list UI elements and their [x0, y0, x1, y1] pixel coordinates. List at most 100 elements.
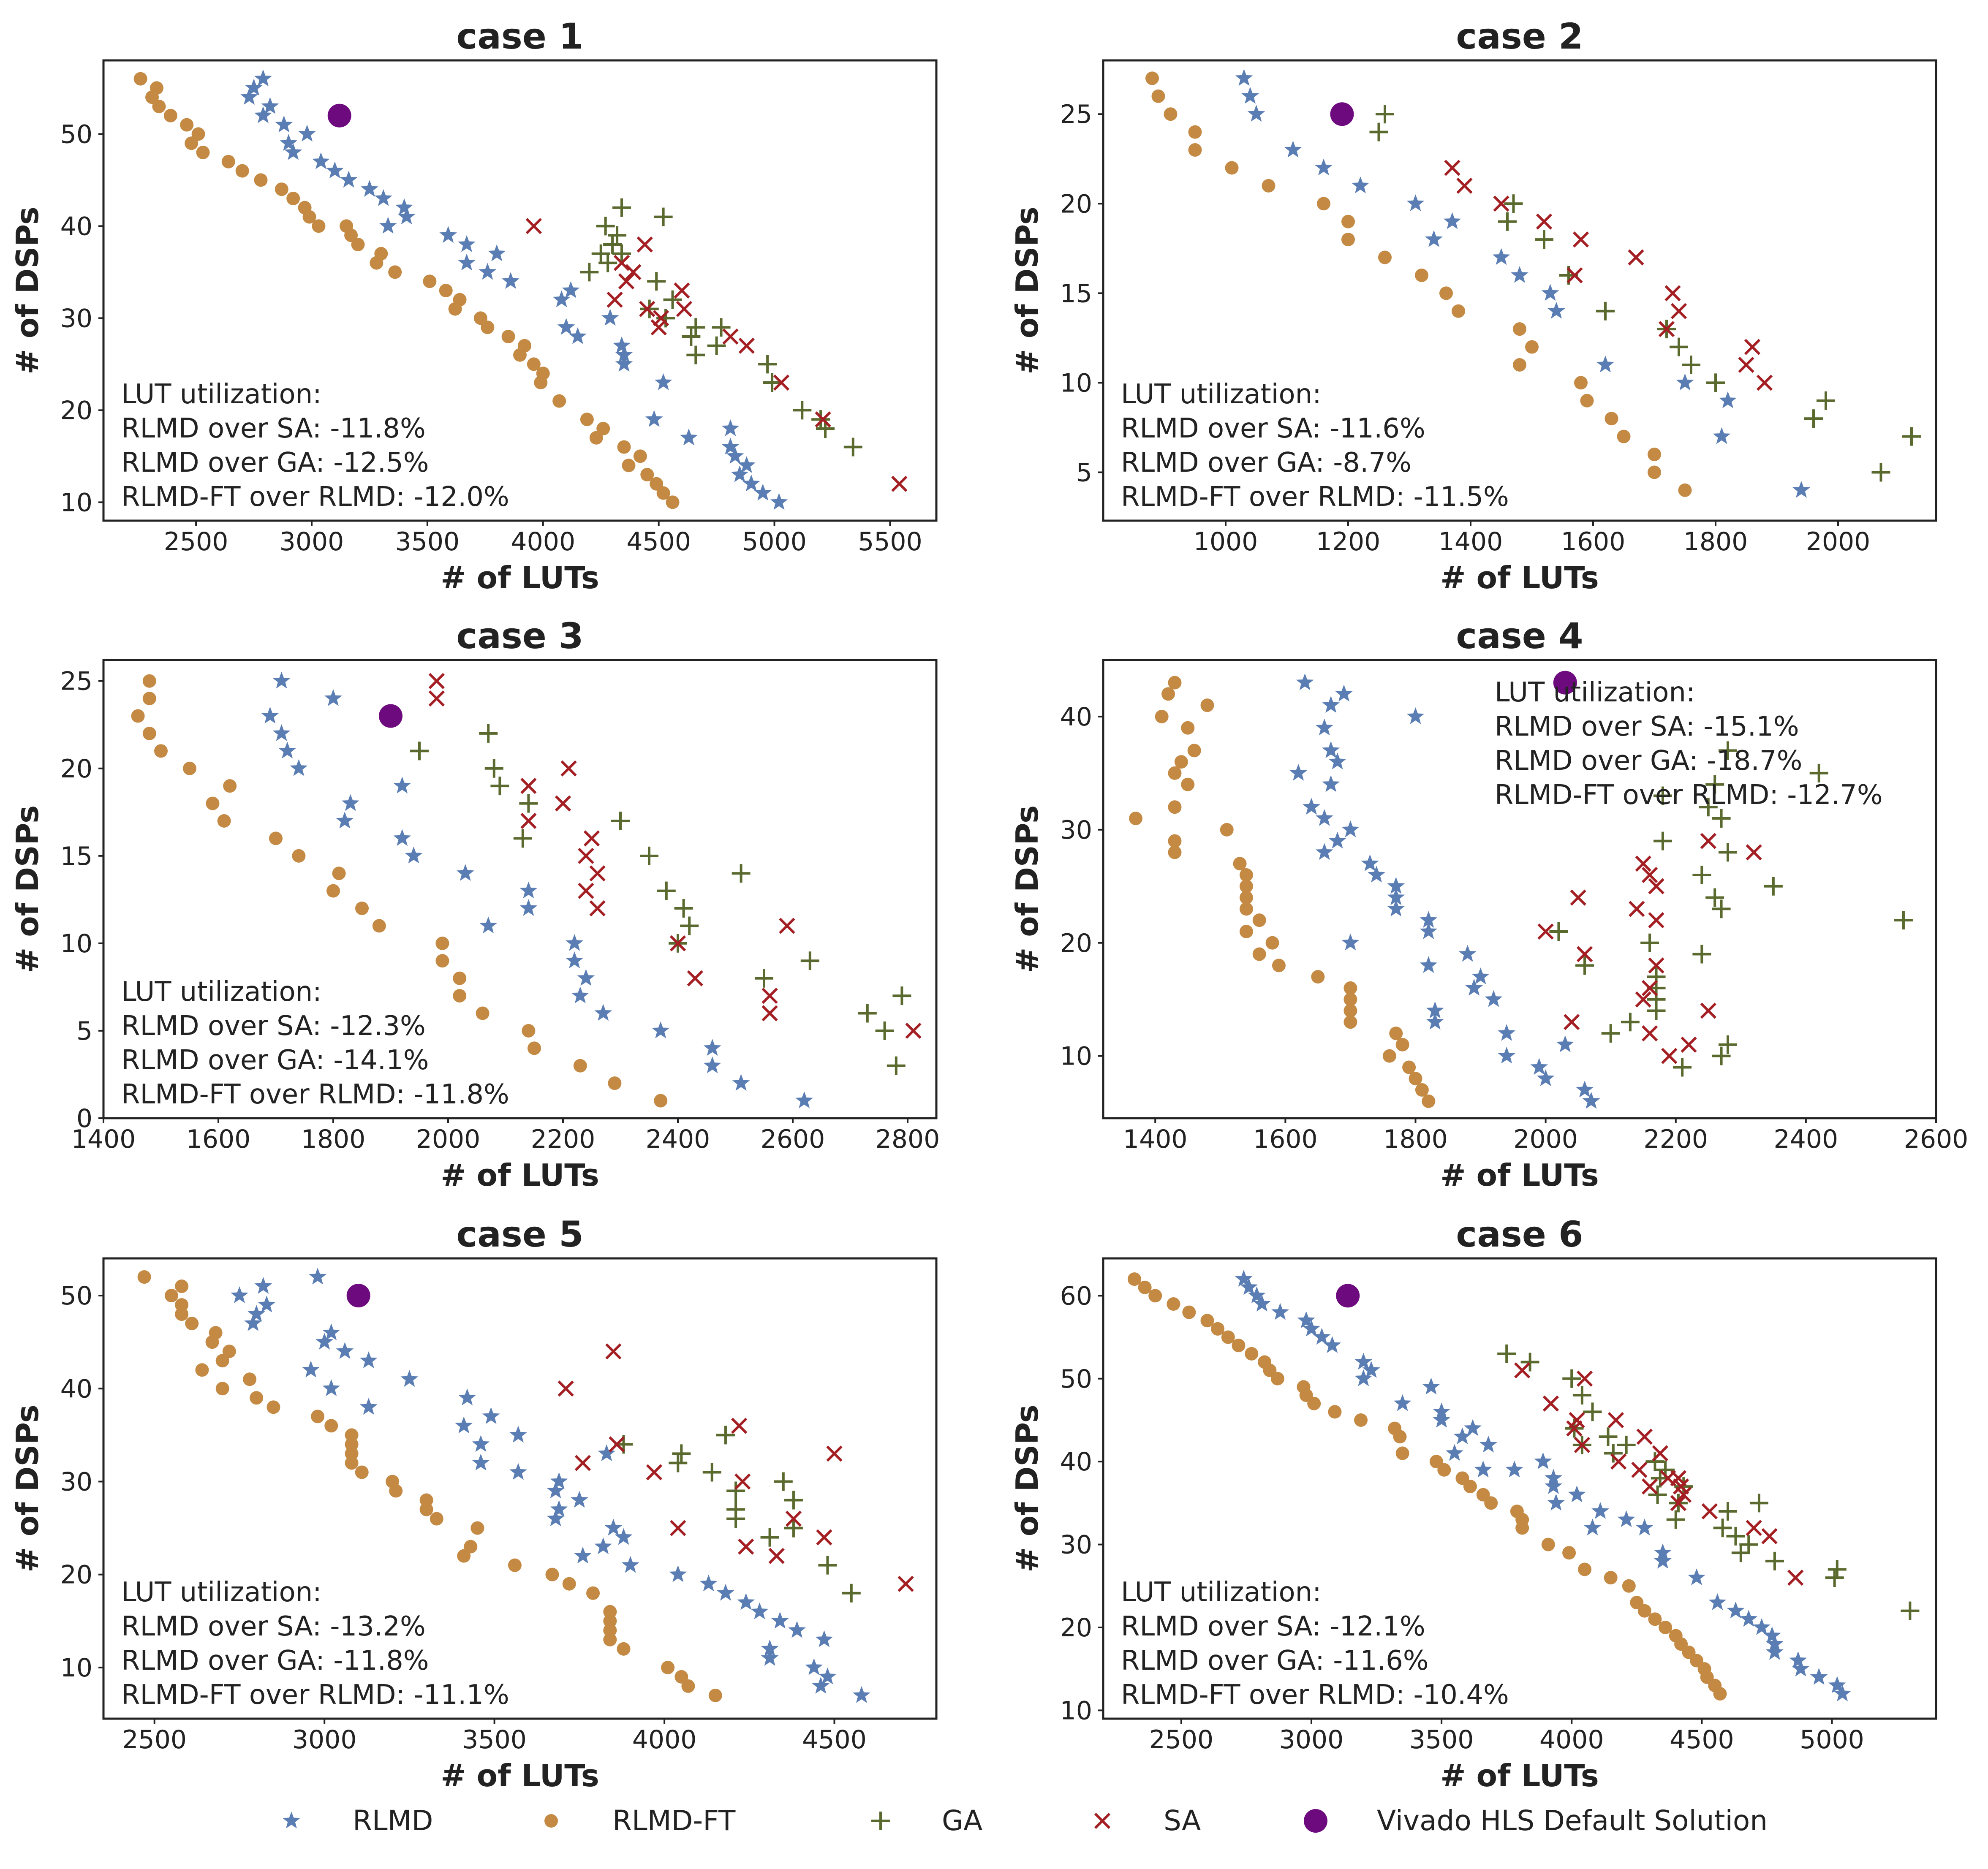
- point-rlmd-ft: [292, 849, 306, 863]
- point-rlmd-ft: [351, 238, 365, 251]
- point-sa: [1648, 957, 1664, 974]
- point-ga: [1376, 105, 1394, 124]
- point-rlmd: [598, 1444, 616, 1462]
- point-rlmd: [737, 456, 756, 473]
- point-rlmd-ft: [573, 1059, 587, 1073]
- point-rlmd-ft: [345, 1437, 359, 1451]
- point-rlmd: [1708, 1593, 1727, 1610]
- point-rlmd-ft: [1188, 143, 1202, 157]
- point-sa: [897, 1576, 914, 1592]
- point-rlmd-ft: [640, 468, 654, 481]
- x-tick-label: 3000: [1279, 1725, 1344, 1755]
- point-rlmd-ft: [1148, 1289, 1162, 1303]
- point-rlmd-ft: [1678, 483, 1692, 497]
- y-tick-label: 25: [60, 667, 92, 696]
- point-ga: [1520, 1353, 1539, 1372]
- x-tick-label: 4000: [632, 1725, 697, 1755]
- annotation-line: RLMD over SA: -13.2%: [121, 1611, 426, 1642]
- legend-entry: SA: [1094, 1804, 1201, 1837]
- point-ga: [513, 829, 532, 848]
- point-rlmd-ft: [589, 431, 603, 445]
- chart-title: case 5: [456, 1214, 583, 1255]
- point-rlmd-ft: [345, 1428, 359, 1442]
- point-rlmd-ft: [1167, 1297, 1180, 1311]
- point-rlmd-ft: [501, 330, 515, 343]
- point-rlmd-ft: [1604, 1571, 1618, 1585]
- point-rlmd-ft: [1637, 1604, 1651, 1618]
- point-rlmd: [1289, 763, 1308, 781]
- point-rlmd-ft: [1648, 465, 1661, 479]
- point-ga: [1719, 1502, 1737, 1521]
- point-rlmd-ft: [481, 321, 495, 334]
- annotation-line: LUT utilization:: [1121, 1577, 1322, 1608]
- x-tick-label: 1800: [301, 1125, 366, 1154]
- point-rlmd: [336, 1342, 354, 1359]
- y-tick-label: 40: [60, 1374, 92, 1404]
- point-rlmd: [1541, 284, 1559, 301]
- x-tick-label: 5000: [742, 527, 807, 557]
- point-vivado-hls-default-solution: [1330, 102, 1354, 126]
- point-sa: [1629, 901, 1645, 917]
- point-rlmd: [1393, 1394, 1411, 1411]
- x-tick-label: 4000: [1539, 1725, 1604, 1755]
- point-vivado-hls-default-solution: [1336, 1284, 1360, 1308]
- point-rlmd-ft: [1168, 845, 1182, 859]
- point-rlmd: [566, 934, 584, 951]
- point-sa: [1628, 249, 1644, 266]
- point-sa: [589, 865, 606, 882]
- point-rlmd: [1420, 956, 1438, 973]
- y-tick-label: 15: [60, 842, 92, 871]
- y-tick-label: 0: [76, 1104, 92, 1133]
- point-sa: [1610, 1453, 1627, 1470]
- point-rlmd: [601, 309, 619, 326]
- point-rlmd: [244, 1314, 262, 1331]
- annotation-line: RLMD over SA: -15.1%: [1495, 711, 1799, 742]
- point-rlmd: [562, 281, 580, 298]
- x-tick-label: 2400: [646, 1125, 710, 1154]
- point-ga: [784, 1491, 803, 1510]
- point-rlmd: [594, 1537, 612, 1554]
- point-sa: [1572, 231, 1589, 248]
- point-rlmd-ft: [222, 1345, 236, 1358]
- point-rlmd-ft: [312, 219, 326, 233]
- point-rlmd-ft: [1513, 358, 1526, 372]
- point-rlmd: [1446, 1444, 1463, 1461]
- annotation-line: LUT utilization:: [1495, 677, 1695, 708]
- point-ga: [842, 1584, 861, 1603]
- annotation-line: LUT utilization:: [121, 976, 322, 1008]
- point-rlmd-ft: [1200, 698, 1214, 712]
- point-ga: [1699, 798, 1718, 817]
- annotation-line: RLMD-FT over RLMD: -12.7%: [1495, 780, 1883, 811]
- point-rlmd-ft: [1168, 834, 1182, 848]
- point-rlmd: [1426, 1013, 1444, 1030]
- point-rlmd-ft: [142, 726, 156, 740]
- point-rlmd: [455, 1416, 473, 1434]
- point-sa: [618, 273, 635, 290]
- point-sa: [1566, 267, 1583, 284]
- point-rlmd: [272, 671, 291, 689]
- point-rlmd: [1713, 427, 1731, 444]
- point-rlmd: [1433, 1411, 1450, 1428]
- x-axis-label: # of LUTs: [1440, 560, 1599, 595]
- point-rlmd: [1341, 820, 1360, 837]
- y-tick-label: 30: [1060, 815, 1092, 845]
- y-tick-label: 50: [60, 1281, 92, 1311]
- point-ga: [656, 309, 675, 328]
- x-tick-label: 2600: [761, 1125, 825, 1154]
- point-ga: [669, 1453, 688, 1472]
- point-ga: [1739, 1535, 1758, 1554]
- point-rlmd: [552, 290, 571, 307]
- x-tick-label: 2200: [1643, 1125, 1708, 1154]
- point-rlmd-ft: [650, 477, 664, 491]
- point-ga: [1596, 302, 1615, 321]
- point-ga: [1712, 899, 1731, 918]
- point-sa: [779, 918, 795, 934]
- point-sa: [625, 264, 642, 280]
- point-sa: [1636, 1429, 1653, 1445]
- point-rlmd: [439, 226, 457, 243]
- x-tick-label: 5000: [1800, 1725, 1864, 1755]
- point-rlmd-ft: [1578, 1562, 1592, 1576]
- point-rlmd-ft: [1437, 1463, 1451, 1477]
- point-rlmd-ft: [1252, 913, 1266, 927]
- point-rlmd: [488, 244, 506, 261]
